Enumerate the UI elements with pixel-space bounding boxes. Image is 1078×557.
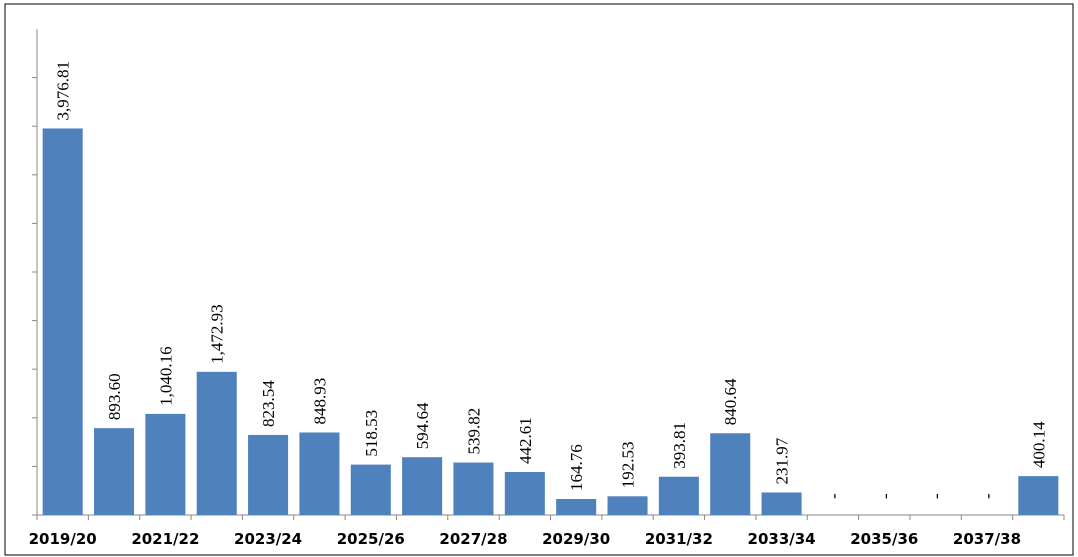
value-label: - [927,493,946,499]
x-tick-label: 2031/32 [645,530,713,548]
value-label: 393.81 [670,422,689,469]
x-tick-label: 2033/34 [748,530,816,548]
bar [556,498,597,515]
value-label: - [824,493,843,499]
value-label: 539.82 [464,408,483,455]
bar [453,462,494,515]
value-label: 231.97 [773,437,792,484]
value-label: 848.93 [310,378,329,425]
value-label: 400.14 [1029,421,1048,468]
value-label: - [875,493,894,499]
x-tick-label: 2037/38 [953,530,1021,548]
bar [42,128,83,515]
value-label: 442.61 [516,417,535,464]
bar [402,457,443,515]
value-label: 1,040.16 [156,346,175,406]
x-tick-label: 2025/26 [337,530,405,548]
x-tick-label: 2027/28 [439,530,507,548]
bar [196,371,237,515]
bar [299,432,340,515]
value-label: 823.54 [259,380,278,427]
value-label: 840.64 [721,378,740,425]
value-label: 3,976.81 [54,61,73,121]
x-tick-label: 2023/24 [234,530,302,548]
bar [607,496,648,515]
bar [93,428,135,515]
value-label: 1,472.93 [208,304,227,364]
bar [145,413,186,515]
value-label: - [978,493,997,499]
bar [1018,476,1059,515]
value-label: 518.53 [362,410,381,457]
bar [504,471,545,515]
x-tick-label: 2035/36 [850,530,918,548]
value-label: 594.64 [413,402,432,449]
value-label: 164.76 [567,444,586,491]
x-tick-label: 2029/30 [542,530,610,548]
value-label: 893.60 [105,373,124,420]
bar [350,464,391,515]
x-tick-label: 2019/20 [29,530,97,548]
bar [710,433,751,515]
x-tick-label: 2021/22 [131,530,199,548]
chart-border [4,3,1074,556]
value-label: 192.53 [619,442,638,489]
bar [658,476,699,515]
bar [761,492,802,515]
bar [248,434,289,515]
